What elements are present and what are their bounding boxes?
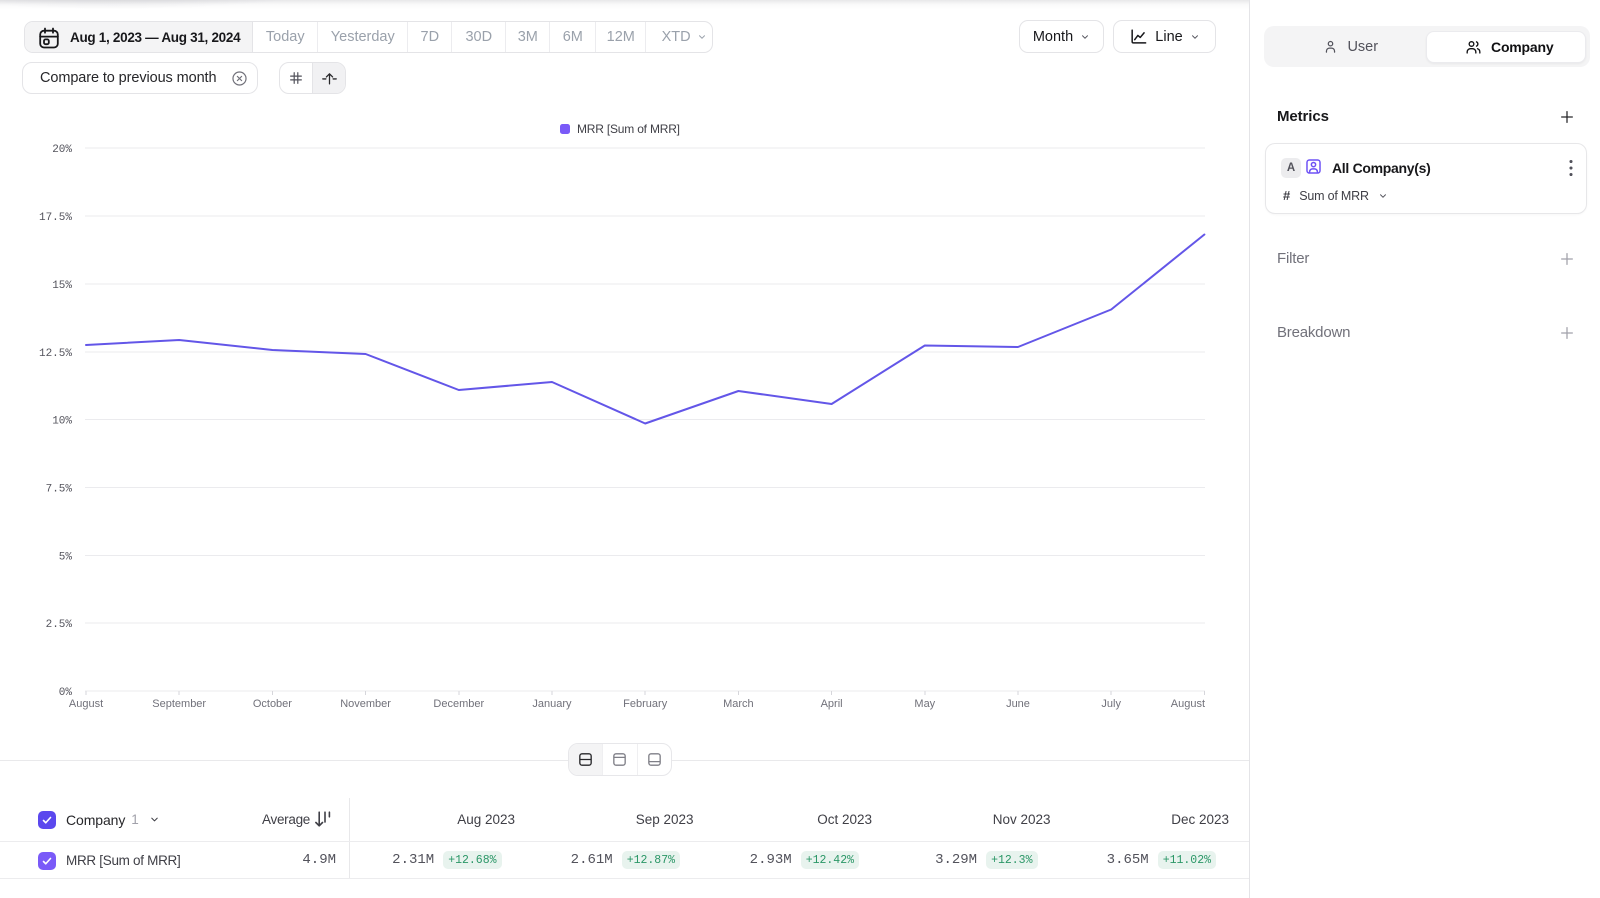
svg-text:15%: 15%: [52, 280, 72, 292]
svg-text:2.5%: 2.5%: [46, 619, 73, 631]
svg-text:October: October: [253, 698, 292, 710]
svg-text:10%: 10%: [52, 416, 72, 428]
svg-text:17.5%: 17.5%: [39, 212, 72, 224]
svg-text:12.5%: 12.5%: [39, 348, 72, 360]
svg-text:November: November: [340, 698, 391, 710]
svg-text:5%: 5%: [59, 552, 73, 564]
svg-text:January: January: [532, 698, 572, 710]
svg-text:March: March: [723, 698, 754, 710]
svg-text:August: August: [69, 698, 103, 710]
svg-text:July: July: [1101, 698, 1121, 710]
svg-text:June: June: [1006, 698, 1030, 710]
svg-text:7.5%: 7.5%: [46, 484, 73, 496]
svg-text:February: February: [623, 698, 668, 710]
svg-text:20%: 20%: [52, 144, 72, 156]
svg-text:December: December: [433, 698, 484, 710]
svg-text:September: September: [152, 698, 206, 710]
svg-text:April: April: [821, 698, 843, 710]
svg-text:0%: 0%: [59, 687, 73, 699]
svg-text:May: May: [914, 698, 935, 710]
svg-text:August: August: [1171, 698, 1205, 710]
